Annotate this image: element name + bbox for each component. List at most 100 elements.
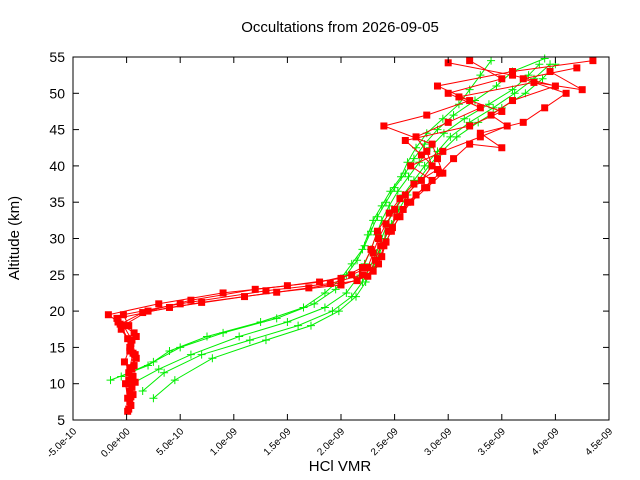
data-point: [149, 357, 158, 366]
data-point: [421, 184, 429, 192]
data-point: [384, 227, 392, 235]
data-point: [197, 350, 206, 359]
y-axis-label: Altitude (km): [6, 196, 23, 280]
data-point: [562, 89, 570, 97]
data-point: [540, 54, 549, 63]
data-point: [410, 180, 418, 188]
data-point: [116, 320, 124, 328]
data-point: [139, 309, 147, 317]
data-point: [129, 349, 137, 357]
data-point: [382, 198, 391, 207]
data-point: [492, 82, 501, 91]
data-point: [117, 325, 125, 333]
data-point: [509, 71, 517, 79]
data-point: [127, 401, 135, 409]
data-point: [409, 154, 418, 163]
data-point: [305, 284, 313, 292]
series-line: [122, 60, 504, 410]
data-point: [155, 300, 163, 308]
data-point: [122, 380, 130, 388]
data-point: [450, 155, 458, 163]
data-point: [428, 140, 436, 148]
data-point: [120, 358, 128, 366]
data-point: [170, 376, 179, 385]
data-point: [487, 111, 495, 119]
x-tick-label: 0.0e+00: [99, 426, 133, 460]
data-point: [165, 347, 174, 356]
data-point: [126, 343, 134, 351]
y-tick-label: 30: [49, 231, 65, 247]
data-point: [578, 86, 586, 94]
y-tick-label: 40: [49, 158, 65, 174]
data-point: [337, 281, 345, 289]
data-point: [219, 328, 228, 337]
data-point: [320, 303, 329, 312]
data-point: [433, 155, 441, 163]
data-point: [198, 298, 206, 306]
data-point: [390, 183, 399, 192]
data-point: [388, 224, 396, 232]
data-point: [401, 136, 409, 144]
data-point: [380, 122, 388, 130]
data-point: [132, 333, 140, 341]
data-point: [391, 205, 399, 213]
data-point: [460, 114, 469, 123]
y-tick-label: 50: [49, 85, 65, 101]
data-point: [154, 365, 163, 374]
data-point: [127, 393, 135, 401]
data-point: [519, 75, 527, 83]
data-point: [130, 362, 138, 370]
x-tick-label: 1.5e-09: [262, 426, 294, 458]
data-point: [433, 166, 441, 174]
data-point: [439, 129, 448, 138]
data-point: [378, 253, 386, 261]
data-point: [382, 220, 390, 228]
data-point: [331, 285, 340, 294]
y-tick-label: 25: [49, 267, 65, 283]
x-tick-label: 4.0e-09: [530, 426, 562, 458]
series-1: [106, 54, 560, 403]
data-point: [438, 114, 447, 123]
data-point: [498, 75, 506, 83]
data-point: [245, 336, 254, 345]
x-tick-label: 5.0e-10: [155, 426, 187, 458]
data-point: [393, 187, 402, 196]
data-point: [487, 56, 496, 65]
data-point: [546, 68, 554, 76]
series-2: [104, 57, 597, 415]
data-point: [423, 147, 431, 155]
data-point: [509, 68, 517, 76]
data-point: [385, 201, 394, 210]
data-point: [124, 335, 132, 343]
data-point: [160, 368, 169, 377]
data-point: [353, 277, 361, 285]
data-point: [326, 280, 334, 288]
data-point: [393, 213, 401, 221]
data-point: [369, 249, 377, 257]
data-point: [509, 97, 517, 105]
data-point: [358, 271, 366, 279]
data-point: [203, 332, 211, 341]
data-point: [294, 321, 303, 330]
data-point: [401, 169, 410, 178]
data-point: [573, 64, 581, 72]
data-point: [272, 314, 281, 323]
data-point: [367, 245, 375, 253]
data-point: [320, 288, 329, 297]
data-point: [283, 317, 292, 326]
data-point: [186, 350, 195, 359]
data-point: [538, 74, 547, 83]
y-tick-label: 10: [49, 376, 65, 392]
series-layer: [104, 54, 597, 415]
data-point: [149, 394, 158, 403]
data-point: [364, 272, 372, 280]
data-point: [476, 129, 484, 137]
data-point: [439, 147, 447, 155]
data-point: [176, 343, 185, 352]
data-point: [476, 104, 484, 112]
data-point: [353, 256, 362, 265]
data-point: [316, 278, 324, 286]
data-point: [125, 369, 133, 377]
data-point: [117, 372, 126, 381]
data-point: [306, 321, 315, 330]
